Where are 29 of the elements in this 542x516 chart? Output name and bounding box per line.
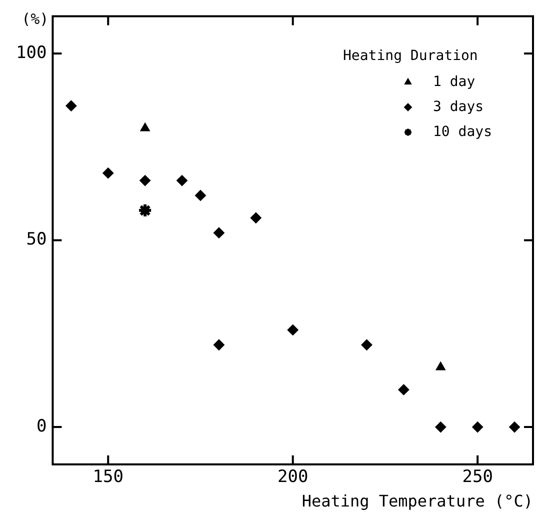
point <box>250 212 262 224</box>
y-axis-title: (%) <box>22 10 49 28</box>
point <box>472 422 484 433</box>
point <box>509 422 520 433</box>
y-tick-label: 50 <box>26 230 47 250</box>
point <box>138 202 153 218</box>
point <box>194 190 206 201</box>
x-tick-label: 250 <box>462 467 493 488</box>
point <box>361 339 372 350</box>
y-tick-label: 0 <box>36 416 47 436</box>
point <box>398 384 410 396</box>
point <box>435 422 446 433</box>
y-tick-label: 100 <box>16 42 47 63</box>
point <box>140 122 150 132</box>
point <box>140 175 151 186</box>
x-axis-title: Heating Temperature (°C) <box>302 492 533 511</box>
point <box>66 100 77 112</box>
x-tick-label: 200 <box>277 467 308 488</box>
legend-title: Heating Duration <box>343 48 478 64</box>
x-tick-label: 150 <box>92 467 124 488</box>
legend-label: 3 days <box>433 98 484 115</box>
point <box>436 362 446 370</box>
point <box>176 175 188 186</box>
point <box>287 324 298 336</box>
point <box>102 168 114 179</box>
legend-label: 1 day <box>433 74 476 90</box>
point <box>213 227 224 238</box>
point <box>213 339 224 350</box>
legend-label: 10 days <box>433 124 492 140</box>
